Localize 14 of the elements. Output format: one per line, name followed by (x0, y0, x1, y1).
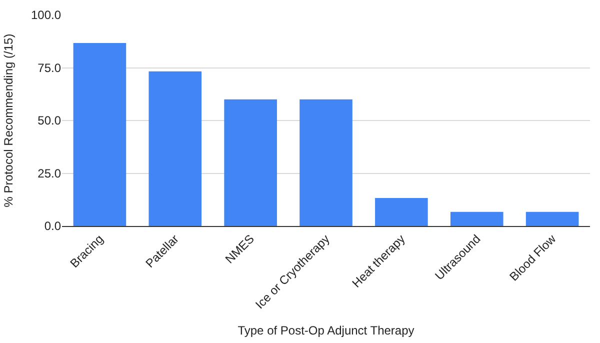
y-tick-label: 75.0 (38, 60, 62, 75)
y-tick-label: 50.0 (38, 114, 62, 128)
y-axis-title: % Protocol Recommending (/15) (1, 34, 16, 208)
bar (224, 99, 277, 226)
bar (526, 212, 579, 226)
bar (73, 43, 126, 226)
y-tick-label: 100.0 (30, 8, 62, 22)
y-tick-label: 0.0 (44, 219, 62, 234)
bar (450, 212, 504, 226)
bar (300, 99, 352, 226)
x-axis-title: Type of Post-Op Adjunct Therapy (238, 323, 414, 338)
bar (375, 198, 428, 226)
y-tick-label: 25.0 (38, 166, 62, 180)
bar (148, 71, 202, 226)
